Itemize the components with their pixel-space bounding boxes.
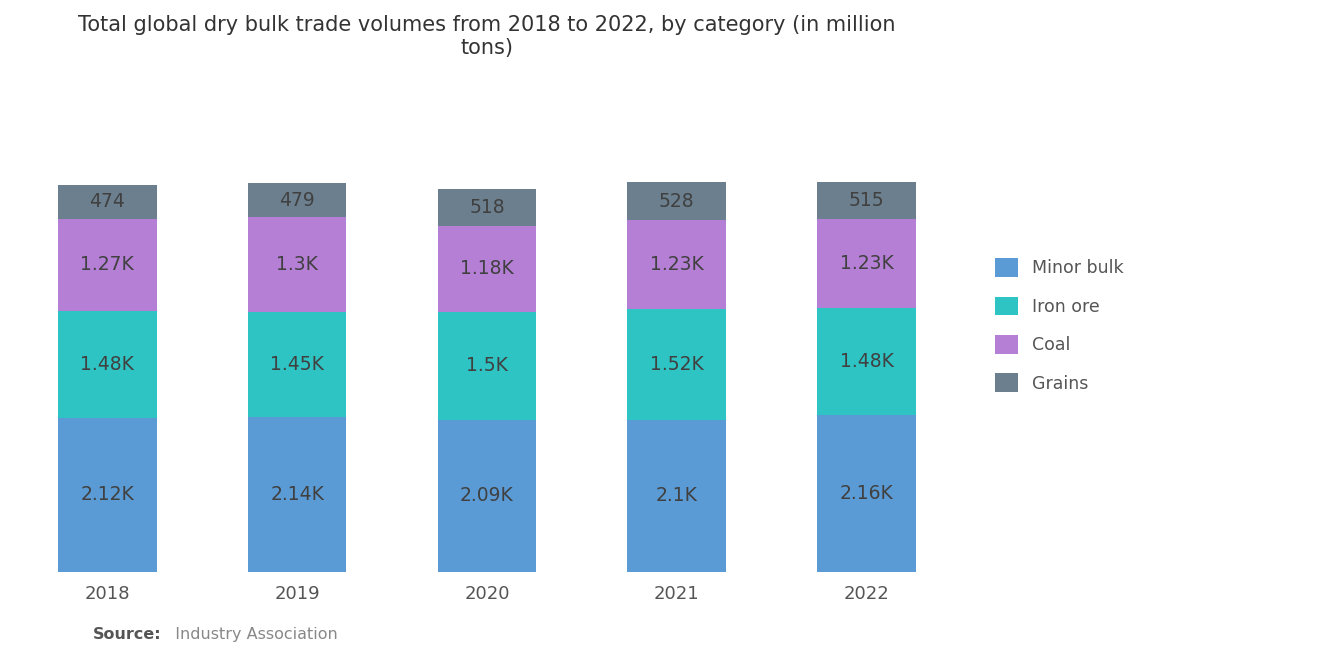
Text: 1.27K: 1.27K	[81, 255, 135, 275]
Text: 474: 474	[90, 192, 125, 211]
Text: 2.16K: 2.16K	[840, 484, 894, 503]
Bar	[627, 182, 726, 220]
Text: Source:: Source:	[92, 626, 161, 642]
Bar	[817, 219, 916, 308]
Text: 1.23K: 1.23K	[840, 254, 894, 273]
Bar	[627, 220, 726, 309]
Text: 2.14K: 2.14K	[271, 485, 323, 503]
Bar	[627, 420, 726, 571]
Text: 1.52K: 1.52K	[649, 355, 704, 374]
Bar	[58, 311, 157, 418]
Legend: Minor bulk, Iron ore, Coal, Grains: Minor bulk, Iron ore, Coal, Grains	[986, 249, 1131, 401]
Text: 479: 479	[280, 191, 315, 209]
Bar	[248, 183, 346, 217]
Text: 1.18K: 1.18K	[461, 259, 513, 279]
Bar	[437, 189, 536, 226]
Text: 515: 515	[849, 191, 884, 209]
Bar	[58, 185, 157, 219]
Bar	[248, 416, 346, 571]
Text: 528: 528	[659, 192, 694, 211]
Bar	[437, 226, 536, 312]
Text: 518: 518	[469, 198, 504, 217]
Text: 2.09K: 2.09K	[461, 486, 513, 505]
Bar	[437, 312, 536, 420]
Bar	[58, 418, 157, 571]
Text: 2.1K: 2.1K	[656, 486, 698, 505]
Bar	[817, 308, 916, 415]
Text: 1.48K: 1.48K	[840, 352, 894, 371]
Bar	[248, 312, 346, 416]
Bar	[817, 415, 916, 571]
Bar	[437, 420, 536, 571]
Text: 1.5K: 1.5K	[466, 356, 508, 376]
Bar	[627, 309, 726, 420]
Text: 1.23K: 1.23K	[649, 255, 704, 275]
Bar	[817, 182, 916, 219]
Text: 1.48K: 1.48K	[81, 355, 135, 374]
Text: 1.45K: 1.45K	[271, 354, 323, 374]
Text: 2.12K: 2.12K	[81, 485, 135, 504]
Bar	[248, 217, 346, 312]
Text: Industry Association: Industry Association	[165, 626, 338, 642]
Bar	[58, 219, 157, 311]
Title: Total global dry bulk trade volumes from 2018 to 2022, by category (in million
t: Total global dry bulk trade volumes from…	[78, 15, 896, 59]
Text: 1.3K: 1.3K	[276, 255, 318, 274]
